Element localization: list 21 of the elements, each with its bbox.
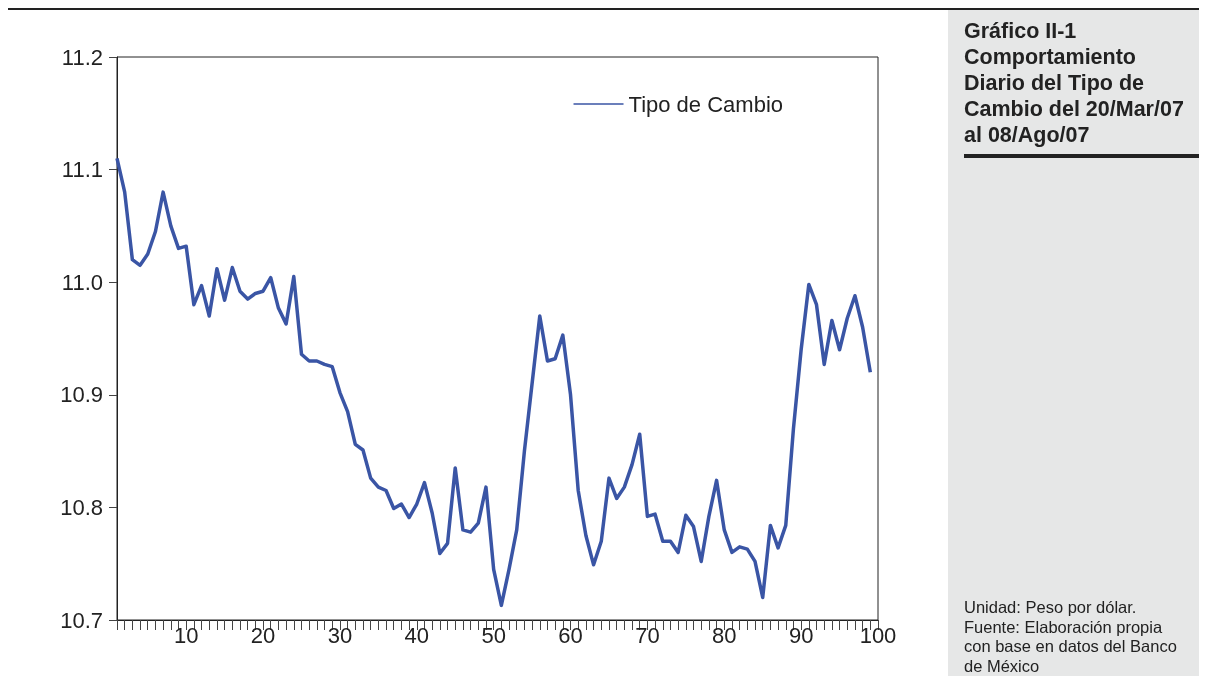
y-tick-label: 10.8	[60, 494, 103, 520]
x-tick-label: 50	[481, 622, 506, 648]
x-tick-label: 40	[404, 622, 430, 648]
x-tick-label: 30	[327, 622, 353, 648]
y-tick-label: 11.2	[61, 44, 103, 70]
line-series	[115, 156, 873, 608]
x-tick-label: 70	[635, 622, 660, 648]
x-tick-label: 90	[788, 622, 814, 648]
y-tick-label: 10.9	[60, 382, 103, 408]
x-tick-label: 80	[712, 622, 737, 648]
source-note: Fuente: Elaboración propia con base en datos del Banco de México	[964, 617, 1178, 676]
y-tick-label: 11.1	[61, 157, 103, 183]
text: Gráfico II-1 Comportamiento Diario del Tipo de Cambio del 20/Mar/07 al 08/Ago/07	[964, 18, 1199, 158]
y-tick-label: 11.0	[61, 269, 103, 295]
x-tick-label: 60	[558, 622, 583, 648]
x-tick-label: 100	[859, 622, 897, 648]
legend-label: Tipo de Cambio	[628, 91, 783, 117]
x-tick-label: 10	[173, 622, 199, 648]
x-tick-label: 20	[250, 622, 276, 648]
y-tick-label: 10.7	[60, 607, 103, 633]
text: Unidad: Peso por dólar.	[964, 598, 1138, 618]
